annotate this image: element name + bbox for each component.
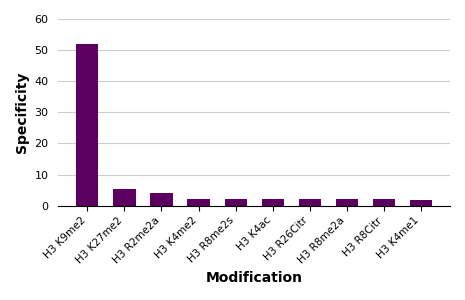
Bar bbox=[262, 199, 284, 206]
Bar bbox=[225, 199, 247, 206]
Bar bbox=[187, 199, 210, 206]
X-axis label: Modification: Modification bbox=[206, 271, 303, 285]
Bar bbox=[373, 200, 395, 206]
Bar bbox=[336, 200, 358, 206]
Bar bbox=[299, 200, 321, 206]
Y-axis label: Specificity: Specificity bbox=[15, 72, 29, 153]
Bar bbox=[150, 193, 173, 206]
Bar bbox=[76, 44, 99, 206]
Bar bbox=[113, 188, 135, 206]
Bar bbox=[410, 200, 432, 206]
